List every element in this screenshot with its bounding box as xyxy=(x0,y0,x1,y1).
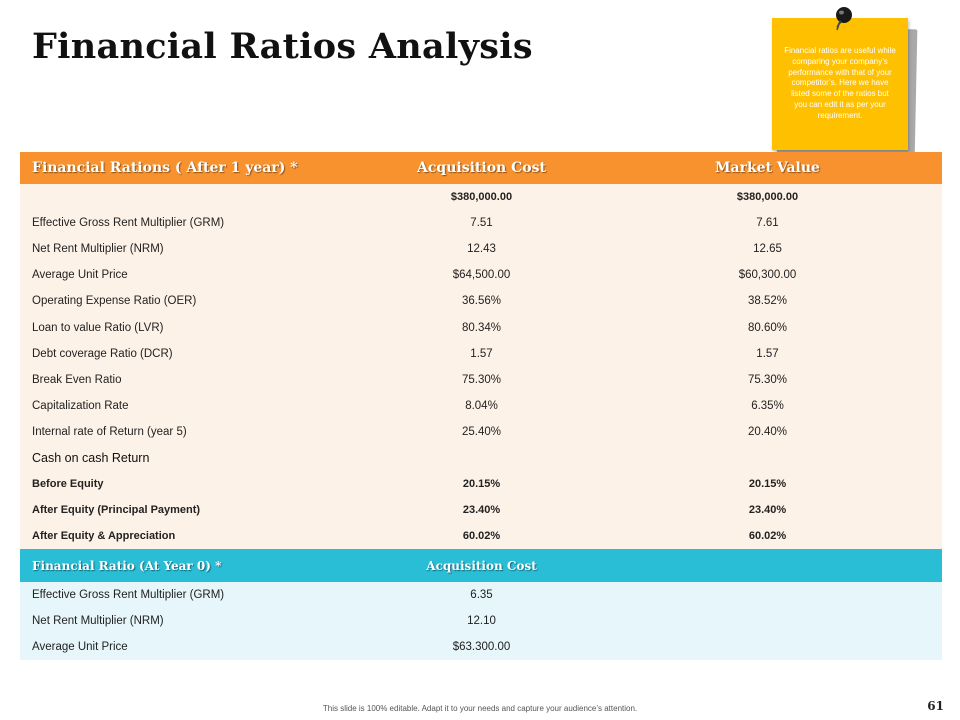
table-row: Internal rate of Return (year 5) 25.40% 20… xyxy=(20,419,942,445)
row-label: After Equity (Principal Payment) xyxy=(32,504,201,517)
table-row: Loan to value Ratio (LVR) 80.34% 80.60% xyxy=(20,314,942,340)
table-row: Before Equity 20.15% 20.15% xyxy=(20,471,942,497)
row-label: Break Even Ratio xyxy=(32,373,122,386)
row-label: Average Unit Price xyxy=(32,641,128,654)
acquisition-cost-cell: 20.15% xyxy=(462,478,501,491)
market-value-cell: 80.60% xyxy=(747,321,787,334)
header-market-value: Market Value xyxy=(715,160,820,176)
acquisition-cost-cell: $63.300.00 xyxy=(452,641,511,654)
market-value-cell: $60,300.00 xyxy=(738,269,797,282)
page-number: 61 xyxy=(927,699,944,713)
row-label: Cash on cash Return xyxy=(32,450,150,465)
market-value-cell: 20.40% xyxy=(747,425,787,438)
table-row: Average Unit Price $64,500.00 $60,300.00 xyxy=(20,262,942,288)
acquisition-cost-cell: 80.34% xyxy=(461,321,501,334)
acquisition-cost-cell: 6.35 xyxy=(470,589,493,602)
table-row: After Equity & Appreciation 60.02% 60.02% xyxy=(20,523,942,549)
page-title: Financial Ratios Analysis xyxy=(32,26,533,67)
header-ratio-name: Financial Rations ( After 1 year) * xyxy=(32,160,298,176)
market-value-cell: 6.35% xyxy=(751,399,784,412)
row-label: Net Rent Multiplier (NRM) xyxy=(32,243,164,256)
row-label: Effective Gross Rent Multiplier (GRM) xyxy=(32,217,225,230)
market-value-cell: $380,000.00 xyxy=(736,191,799,204)
table-row: Cash on cash Return xyxy=(20,445,942,471)
market-value-cell: 23.40% xyxy=(748,504,787,517)
table-row: Effective Gross Rent Multiplier (GRM) 7.5… xyxy=(20,210,942,236)
row-label: Capitalization Rate xyxy=(32,399,129,412)
table-row: Net Rent Multiplier (NRM) 12.10 xyxy=(20,608,942,634)
acquisition-cost-cell: 1.57 xyxy=(470,347,493,360)
financial-ratios-after-1-year-table: Financial Rations ( After 1 year) * Acqu… xyxy=(20,152,942,550)
row-label: Operating Expense Ratio (OER) xyxy=(32,295,197,308)
acquisition-cost-cell: 23.40% xyxy=(462,504,501,517)
market-value-cell: 38.52% xyxy=(747,295,787,308)
row-label: Internal rate of Return (year 5) xyxy=(32,425,187,438)
acquisition-cost-cell: 12.10 xyxy=(467,615,496,628)
acquisition-cost-cell: 8.04% xyxy=(465,399,498,412)
table-row: After Equity (Principal Payment) 23.40% 23… xyxy=(20,497,942,523)
market-value-cell: 20.15% xyxy=(748,478,787,491)
acquisition-cost-cell: 12.43 xyxy=(467,243,496,256)
header-ratio-name: Financial Ratio (At Year 0) * xyxy=(32,558,222,573)
table-row: Break Even Ratio 75.30% 75.30% xyxy=(20,367,942,393)
acquisition-cost-cell: $380,000.00 xyxy=(450,191,513,204)
table-body: $380,000.00 $380,000.00 Effective Gross Re… xyxy=(20,184,942,550)
header-acquisition-cost: Acquisition Cost xyxy=(417,160,546,176)
row-label: Before Equity xyxy=(32,478,104,491)
row-label: Debt coverage Ratio (DCR) xyxy=(32,347,173,360)
table-row: Debt coverage Ratio (DCR) 1.57 1.57 xyxy=(20,341,942,367)
market-value-cell: 12.65 xyxy=(753,243,782,256)
acquisition-cost-cell: 75.30% xyxy=(461,373,501,386)
table-row: $380,000.00 $380,000.00 xyxy=(20,184,942,210)
table-row: Average Unit Price $63.300.00 xyxy=(20,634,942,660)
pushpin-icon xyxy=(836,7,852,31)
market-value-cell: 60.02% xyxy=(748,530,787,543)
acquisition-cost-cell: 7.51 xyxy=(470,217,493,230)
sticky-note-paper: Financial ratios are useful while compar… xyxy=(772,18,908,150)
acquisition-cost-cell: 25.40% xyxy=(461,425,501,438)
row-label: Net Rent Multiplier (NRM) xyxy=(32,615,164,628)
market-value-cell: 75.30% xyxy=(747,373,787,386)
table-body: Effective Gross Rent Multiplier (GRM) 6.3… xyxy=(20,582,942,661)
footer-note: This slide is 100% editable. Adapt it to… xyxy=(322,704,638,713)
table-header: Financial Ratio (At Year 0) * Acquisitio… xyxy=(20,549,942,582)
row-label: Average Unit Price xyxy=(32,269,128,282)
market-value-cell: 7.61 xyxy=(756,217,779,230)
acquisition-cost-cell: 36.56% xyxy=(461,295,501,308)
acquisition-cost-cell: 60.02% xyxy=(462,530,501,543)
row-label: After Equity & Appreciation xyxy=(32,530,176,543)
table-header: Financial Rations ( After 1 year) * Acqu… xyxy=(20,152,942,184)
table-row: Operating Expense Ratio (OER) 36.56% 38.52… xyxy=(20,288,942,314)
header-acquisition-cost: Acquisition Cost xyxy=(426,558,537,573)
table-row: Capitalization Rate 8.04% 6.35% xyxy=(20,393,942,419)
table-row: Effective Gross Rent Multiplier (GRM) 6.3… xyxy=(20,582,942,608)
acquisition-cost-cell: $64,500.00 xyxy=(452,269,511,282)
financial-ratios-year-0-table: Financial Ratio (At Year 0) * Acquisitio… xyxy=(20,549,942,661)
table-row: Net Rent Multiplier (NRM) 12.43 12.65 xyxy=(20,236,942,262)
sticky-note-text: Financial ratios are useful while compar… xyxy=(784,46,896,120)
sticky-note: Financial ratios are useful while compar… xyxy=(772,7,918,160)
row-label: Effective Gross Rent Multiplier (GRM) xyxy=(32,589,225,602)
market-value-cell: 1.57 xyxy=(756,347,779,360)
row-label: Loan to value Ratio (LVR) xyxy=(32,321,164,334)
